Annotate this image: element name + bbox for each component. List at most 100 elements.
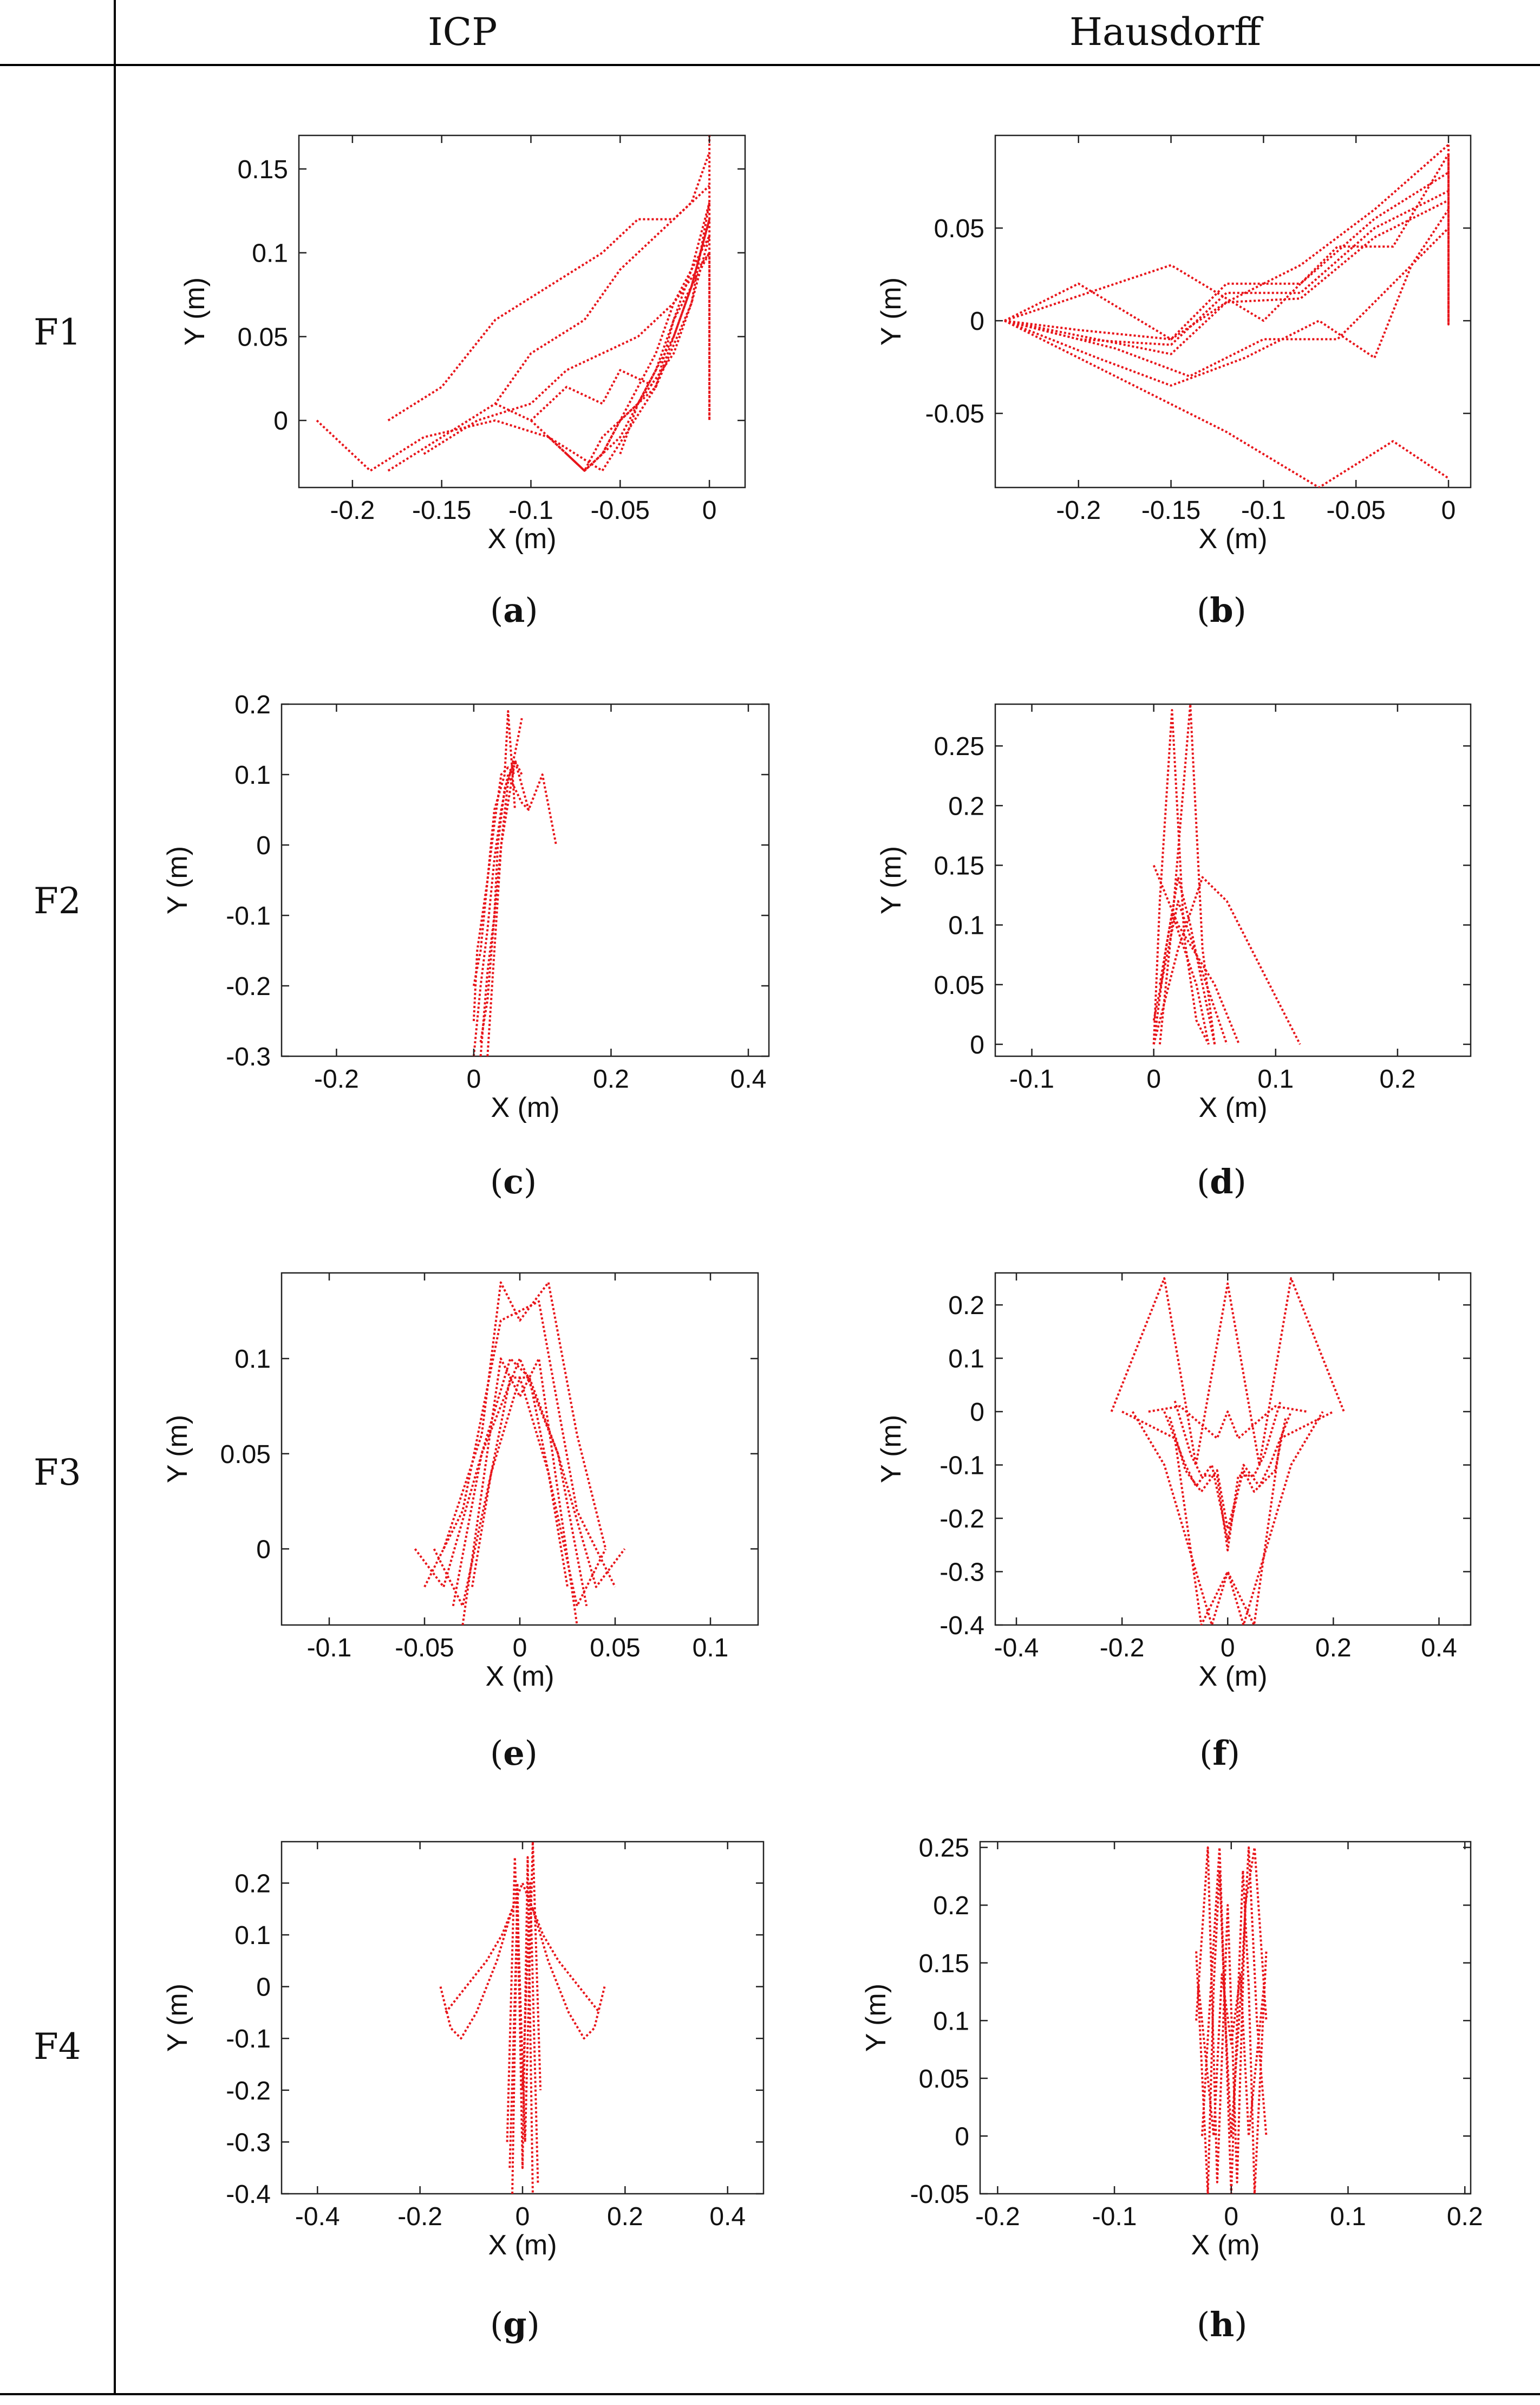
- y-tick-label: 0.05: [934, 214, 984, 243]
- series-line-3: [508, 1842, 542, 2168]
- x-tick-label: 0.2: [1315, 1634, 1352, 1662]
- plot-frame: [280, 703, 770, 1057]
- panel-label-e: (e): [490, 1733, 538, 1773]
- series-line-4: [442, 1281, 607, 1550]
- y-tick-label: -0.2: [226, 2077, 271, 2105]
- y-tick-label: 0: [955, 2122, 969, 2151]
- y-tick-label: 0.15: [238, 155, 288, 184]
- panel-label-a: (a): [490, 590, 538, 630]
- series-line-6: [445, 1882, 524, 2013]
- series-line-6: [423, 1300, 616, 1588]
- y-tick-label: 0: [970, 1031, 984, 1060]
- series-line-3: [1158, 704, 1216, 1045]
- x-axis-label: X (m): [1198, 523, 1267, 555]
- x-tick-label: -0.2: [397, 2202, 442, 2231]
- series-line-3: [472, 710, 516, 1022]
- y-tick-label: 0.1: [234, 1921, 271, 1950]
- plot-frame: [280, 1841, 765, 2195]
- x-tick-label: -0.1: [307, 1634, 352, 1662]
- series-line-2: [1152, 709, 1210, 1045]
- x-tick-label: -0.1: [1092, 2202, 1137, 2231]
- x-tick-label: 0.4: [1421, 1634, 1457, 1662]
- panel-label-b: (b): [1197, 590, 1247, 630]
- x-tick-label: 0: [702, 496, 717, 525]
- x-tick-label: -0.15: [412, 496, 471, 525]
- series-line-2: [1200, 1846, 1268, 2137]
- x-tick-label: 0.4: [730, 1065, 767, 1094]
- y-tick-label: 0.2: [948, 1291, 984, 1320]
- chart-e: -0.1 -0.05 0 0.05 0.1 0 0.05 0.1 X (m) Y (m): [162, 1272, 759, 1692]
- y-tick-label: 0.1: [933, 2007, 969, 2036]
- y-tick-label: 0.05: [220, 1440, 271, 1469]
- series-line-4: [1197, 1973, 1265, 2137]
- series-line-6: [1152, 876, 1301, 1045]
- x-tick-label: 0: [1441, 496, 1456, 525]
- series-line-4: [439, 1908, 514, 2040]
- y-tick-label: 0.05: [238, 323, 288, 352]
- y-tick-label: 0.2: [948, 792, 984, 821]
- series-line-4: [479, 718, 523, 1043]
- series-line-1: [1163, 1411, 1293, 1541]
- x-tick-label: -0.05: [591, 496, 650, 525]
- series-line-7: [433, 1376, 607, 1607]
- y-tick-label: -0.1: [226, 2025, 271, 2053]
- y-tick-label: 0.2: [933, 1891, 969, 1920]
- x-tick-label: -0.4: [994, 1634, 1039, 1662]
- y-tick-label: 0: [970, 1398, 984, 1427]
- x-tick-label: 0.1: [1257, 1065, 1294, 1094]
- row-label-f1: F1: [34, 311, 81, 353]
- series-line-7: [486, 759, 530, 1056]
- y-axis-label: Y (m): [860, 1984, 892, 2052]
- series-line-2: [387, 185, 710, 421]
- y-axis-label: Y (m): [876, 846, 907, 914]
- series-group: [316, 135, 711, 472]
- x-tick-label: 0.2: [607, 2202, 643, 2231]
- x-axis-label: X (m): [1198, 1092, 1267, 1123]
- y-tick-label: 0.15: [919, 1949, 969, 1978]
- y-axis-label: Y (m): [162, 846, 193, 914]
- series-group: [1004, 144, 1450, 487]
- series-line-4: [1110, 1277, 1345, 1466]
- y-tick-label: -0.4: [939, 1611, 984, 1640]
- row-label-f4: F4: [34, 2026, 81, 2068]
- plot-frame: [298, 134, 746, 489]
- series-line-5: [414, 1357, 626, 1588]
- series-line-7: [566, 202, 711, 472]
- y-tick-label: -0.1: [939, 1452, 984, 1480]
- panel-label-f: (f): [1199, 1733, 1241, 1773]
- row-label-f2: F2: [34, 880, 81, 922]
- x-tick-label: 0: [513, 1634, 527, 1662]
- y-tick-label: -0.4: [226, 2180, 271, 2209]
- chart-d: -0.1 0 0.1 0.2 0 0.05 0.1 0.15 0.2 0.25 X (m) Y (m): [876, 703, 1472, 1123]
- x-axis-label: X (m): [1191, 2230, 1260, 2261]
- y-tick-label: -0.2: [939, 1505, 984, 1533]
- y-tick-label: 0.05: [919, 2065, 969, 2094]
- y-tick-label: 0.1: [948, 1345, 984, 1374]
- panel-label-g: (g): [490, 2305, 540, 2344]
- y-tick-label: 0: [256, 831, 271, 860]
- series-line-5: [530, 236, 711, 472]
- y-tick-label: -0.1: [226, 902, 271, 931]
- series-line-7: [1148, 1405, 1307, 1440]
- plot-frame: [994, 703, 1472, 1057]
- y-tick-label: 0: [970, 307, 984, 336]
- series-line-8: [1004, 209, 1450, 387]
- series-group: [414, 1281, 626, 1625]
- series-line-9: [619, 135, 711, 454]
- y-tick-label: -0.05: [925, 400, 984, 428]
- series-line-5: [472, 766, 516, 986]
- panel-label-h: (h): [1197, 2305, 1248, 2344]
- y-tick-label: -0.05: [910, 2180, 969, 2209]
- x-tick-label: 0.2: [1447, 2202, 1483, 2231]
- y-tick-label: 0.1: [948, 912, 984, 940]
- x-tick-label: -0.2: [1100, 1634, 1145, 1662]
- x-tick-label: -0.1: [1241, 496, 1286, 525]
- chart-h: -0.2 -0.1 0 0.1 0.2 -0.05 0 0.05 0.1 0.15 0.2 0.25 X…: [860, 1834, 1483, 2261]
- chart-c: -0.2 0 0.2 0.4 -0.3 -0.2 -0.1 0 0.1 0.2 X (m) Y (m): [162, 691, 770, 1123]
- series-line-7: [1004, 227, 1450, 378]
- series-line-2: [506, 1856, 539, 2183]
- chart-a: -0.2 -0.15 -0.1 -0.05 0 0 0.05 0.1 0.15 X (m) Y (m…: [179, 134, 746, 555]
- series-line-2: [1004, 171, 1450, 341]
- x-tick-label: -0.05: [395, 1634, 454, 1662]
